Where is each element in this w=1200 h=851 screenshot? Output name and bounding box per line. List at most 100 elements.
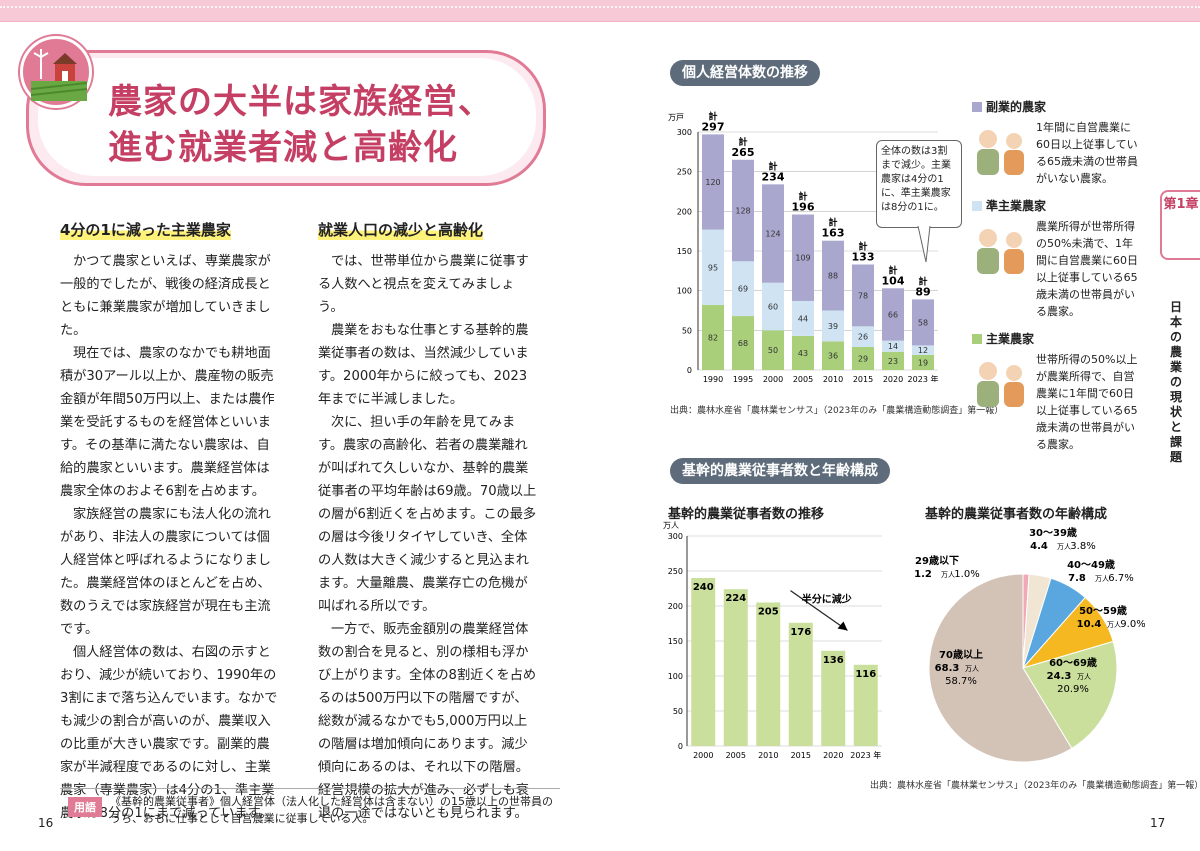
slice-value: 4.4 <box>1030 541 1048 552</box>
farmers-icon <box>977 362 1024 407</box>
slice-value: 1.2 <box>914 569 932 580</box>
bar <box>756 602 781 746</box>
bar <box>853 664 878 746</box>
legend-swatch <box>972 334 982 344</box>
total-label: 133 <box>852 250 875 263</box>
body-paragraph: 一方で、販売金額別の農業経営体数の割合を見ると、別の様相も浮かび上がります。全体… <box>318 622 537 821</box>
y-tick-label: 0 <box>687 366 692 375</box>
data-label: 60 <box>768 303 778 312</box>
farm-illustration-badge <box>20 36 92 108</box>
total-prefix: 計 <box>738 136 747 148</box>
data-label: 95 <box>708 263 718 272</box>
x-tick-label: 2020 <box>823 751 843 760</box>
farmers-icon <box>977 130 1024 175</box>
data-label: 69 <box>738 285 748 294</box>
total-prefix: 計 <box>888 264 897 276</box>
bar-segment <box>882 351 904 370</box>
y-tick-label: 200 <box>668 602 683 611</box>
bar-segment <box>882 340 904 352</box>
pie-slice <box>928 573 1073 763</box>
x-tick-label: 2000 <box>763 375 783 382</box>
slice-unit: 万人 <box>1057 543 1071 551</box>
slice-value: 10.4 <box>1077 619 1102 630</box>
data-label: 68 <box>738 339 748 348</box>
legend-swatch <box>972 201 982 211</box>
y-tick-label: 250 <box>677 168 692 177</box>
y-tick-label: 50 <box>673 707 683 716</box>
data-label: 109 <box>795 254 810 263</box>
workers-bar-chart: 万人 0 50 100 150 200 250 300 240 2000 224 2005 205 201… <box>663 521 882 760</box>
bar-segment <box>792 335 814 370</box>
data-label: 14 <box>888 342 898 351</box>
slice-percent: 20.9% <box>1057 684 1089 695</box>
chart1-legend: 副業的農家 1年間に自営農業に60日以上従事している65歳未満の世帯員がいない農家… <box>972 98 1142 463</box>
total-prefix: 計 <box>828 217 837 229</box>
slice-label: 40～49歳 <box>1067 558 1115 571</box>
y-axis-unit: 万戸 <box>668 113 684 122</box>
trend-arrow <box>790 590 848 631</box>
data-label: 136 <box>823 655 844 666</box>
bar-segment <box>702 134 724 230</box>
slice-value: 68.3 <box>935 663 960 674</box>
data-label: 39 <box>828 322 838 331</box>
y-tick-label: 300 <box>677 128 692 137</box>
bar-segment <box>732 261 754 317</box>
data-label: 240 <box>693 582 714 593</box>
bar-segment <box>792 214 814 301</box>
legend-item: 副業的農家 1年間に自営農業に60日以上従事している65歳未満の世帯員がいない農家… <box>972 98 1142 187</box>
body-paragraph: 個人経営体の数は、右図の示すとおり、減少が続いており、1990年の3割にまで落ち… <box>60 645 278 821</box>
body-paragraph: では、世帯単位から農業に従事する人数へと視点を変えてみましょう。 <box>318 254 529 315</box>
body-paragraph: 農業をおもな仕事とする基幹的農業従事者の数は、当然減少しています。2000年から… <box>318 323 529 407</box>
legend-item: 主業農家 世帯所得の50%以上が農業所得で、自営農業に1年間で60日以上従事してい… <box>972 330 1142 453</box>
farm-icon <box>31 49 87 101</box>
chart1-callout: 全体の数は3割まで減少。主業農家は4分の1に、準主業農家は8分の1に。 <box>876 140 962 228</box>
chapter-tab: 第1章 <box>1160 190 1200 260</box>
body-paragraph: 次に、担い手の年齢を見てみます。農家の高齢化、若者の農業離れが叫ばれて久しいなか… <box>318 415 537 614</box>
glossary-box: 用語 《基幹的農業従事者》個人経営体（法人化した経営体は含まない）の15歳以上の… <box>60 788 560 830</box>
legend-description: 世帯所得の50%以上が農業所得で、自営農業に1年間で60日以上従事している65歳… <box>1036 353 1138 451</box>
data-label: 29 <box>858 354 868 363</box>
bar-segment <box>702 304 724 370</box>
data-label: 50 <box>768 346 778 355</box>
page-title-line-2: 進む就業者減と高齢化 <box>108 128 458 168</box>
slice-value: 24.3 <box>1047 671 1072 682</box>
total-label: 163 <box>822 227 845 240</box>
slice-label: 60～69歳 <box>1049 656 1097 669</box>
page-number-left: 16 <box>38 816 54 830</box>
slice-percent: 3.8% <box>1070 541 1095 552</box>
data-label: 26 <box>858 333 868 342</box>
col2-body: では、世帯単位から農業に従事する人数へと視点を変えてみましょう。農業をおもな仕事… <box>318 250 540 825</box>
data-label: 224 <box>725 593 746 604</box>
total-label: 104 <box>882 274 905 287</box>
bar-segment <box>762 282 784 331</box>
bar-segment <box>732 316 754 370</box>
total-label: 297 <box>702 120 725 133</box>
bar-segment <box>762 330 784 370</box>
total-label: 234 <box>762 170 785 183</box>
x-tick-label: 2023 年 <box>850 750 881 760</box>
bar-segment <box>912 299 934 346</box>
y-tick-label: 100 <box>677 287 692 296</box>
annotation: 半分に減少 <box>802 593 852 606</box>
legend-item: 準主業農家 農業所得が世帯所得の50%未満で、1年間に自営農業に60日以上従事して… <box>972 197 1142 320</box>
total-label: 196 <box>792 201 815 214</box>
y-tick-label: 250 <box>668 567 683 576</box>
total-label: 89 <box>915 285 930 298</box>
total-prefix: 計 <box>708 110 717 122</box>
total-prefix: 計 <box>918 275 927 287</box>
data-label: 36 <box>828 352 838 361</box>
chart2-source: 出典：農林水産省「農林業センサス」（2023年のみ「農業構造動態調査」第一報） <box>870 781 1200 791</box>
title-panel <box>38 58 536 176</box>
slice-unit: 万人 <box>941 571 955 579</box>
bar-segment <box>822 240 844 311</box>
pie-chart-title: 基幹的農業従事者数の年齢構成 <box>925 507 1108 522</box>
data-label: 23 <box>888 357 898 366</box>
bar-segment <box>732 159 754 262</box>
chart1-source: 出典：農林水産省「農林業センサス」（2023年のみ「農業構造動態調査」第一報） <box>670 406 1004 416</box>
total-prefix: 計 <box>798 191 807 203</box>
bar <box>723 589 748 746</box>
x-tick-label: 2010 <box>823 375 843 382</box>
body-paragraph: かつて農家といえば、専業農家が一般的でしたが、戦後の経済成長とともに兼業農家が増… <box>60 254 271 338</box>
x-tick-label: 2000 <box>693 751 713 760</box>
